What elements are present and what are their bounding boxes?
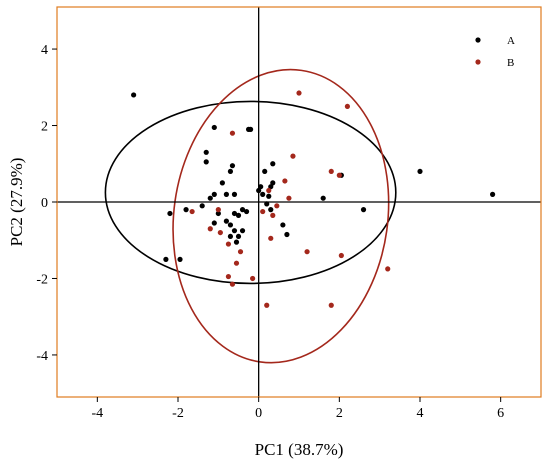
y-tick-label: -2 [36, 272, 48, 287]
data-point-a [211, 191, 217, 197]
data-point-a [284, 231, 290, 238]
data-point-a [239, 207, 246, 213]
data-point-b [229, 130, 236, 136]
data-point-a [231, 191, 238, 197]
y-tick-label: 4 [41, 43, 48, 58]
data-point-a [231, 210, 238, 217]
data-point-b [344, 103, 350, 110]
data-point-b [266, 187, 272, 194]
data-point-b [328, 168, 334, 175]
data-point-a [248, 126, 254, 132]
data-point-a [207, 195, 213, 201]
data-point-b [233, 260, 240, 266]
data-point-a [268, 207, 274, 213]
y-axis-title: PC2 (27.9%) [7, 158, 26, 247]
data-point-a [211, 124, 217, 131]
data-point-a [280, 222, 286, 228]
data-point-b [290, 153, 296, 159]
data-point-a [203, 149, 209, 155]
y-tick-label: 2 [41, 120, 48, 135]
legend-marker-a [475, 37, 481, 43]
data-point-a [270, 161, 276, 167]
x-axis-title: PC1 (38.7%) [255, 440, 344, 459]
data-point-b [229, 281, 236, 287]
data-point-b [338, 252, 344, 259]
data-point-b [225, 273, 232, 280]
data-point-a [231, 228, 238, 234]
data-point-a [227, 222, 234, 228]
data-point-a [243, 208, 250, 215]
data-point-a [227, 233, 234, 240]
data-point-a [215, 210, 221, 217]
data-point-b [270, 212, 276, 218]
data-point-a [183, 207, 189, 213]
data-point-a [360, 207, 367, 213]
x-tick-label: -4 [91, 406, 103, 421]
data-point-b [250, 275, 256, 282]
data-point-a [266, 193, 272, 199]
x-tick-label: 0 [255, 406, 262, 421]
data-point-b [189, 208, 195, 215]
x-tick-label: 4 [417, 406, 424, 421]
data-point-a [262, 168, 268, 175]
data-point-a [235, 233, 242, 240]
data-point-b [225, 241, 232, 247]
data-point-b [286, 195, 292, 201]
data-point-a [256, 187, 262, 194]
confidence-ellipse-a [104, 100, 397, 285]
data-point-a [203, 159, 209, 165]
data-point-a [163, 256, 169, 262]
data-point-a [211, 220, 217, 226]
data-point-b [336, 172, 342, 178]
data-point-a [177, 256, 183, 262]
x-tick-label: 2 [336, 406, 343, 421]
data-point-b [274, 203, 280, 209]
data-point-a [417, 168, 423, 175]
data-point-a [320, 195, 326, 201]
data-point-a [229, 163, 236, 169]
data-point-b [385, 266, 391, 272]
data-point-b [296, 90, 302, 96]
data-point-b [207, 226, 213, 232]
data-point-b [304, 249, 310, 255]
data-point-b [268, 235, 274, 241]
legend-label-a: A [507, 35, 515, 47]
data-point-a [270, 180, 276, 186]
y-tick-label: -4 [36, 349, 48, 364]
data-point-a [260, 191, 266, 197]
data-point-a [131, 92, 137, 98]
legend-label-b: B [507, 57, 514, 69]
data-point-a [199, 203, 205, 209]
data-point-b [237, 249, 244, 255]
data-point-a [235, 212, 242, 218]
data-point-a [167, 210, 173, 217]
data-point-b [217, 229, 223, 236]
data-point-a [268, 184, 274, 190]
x-tick-label: -2 [172, 406, 184, 421]
data-point-b [282, 178, 288, 184]
confidence-ellipse-b [172, 68, 390, 364]
data-point-a [223, 191, 229, 197]
data-point-a [227, 168, 234, 175]
data-point-a [233, 239, 240, 245]
data-point-a [223, 218, 229, 224]
data-point-a [239, 228, 246, 234]
data-point-b [328, 302, 334, 308]
data-point-a [490, 191, 496, 197]
data-point-a [258, 184, 264, 190]
legend-marker-b [475, 59, 481, 65]
data-point-a [264, 201, 270, 207]
data-point-b [215, 207, 221, 213]
x-tick-label: 6 [497, 406, 504, 421]
y-tick-label: 0 [41, 196, 48, 211]
data-point-a [219, 180, 225, 186]
data-point-b [264, 302, 270, 308]
data-point-b [260, 208, 266, 215]
